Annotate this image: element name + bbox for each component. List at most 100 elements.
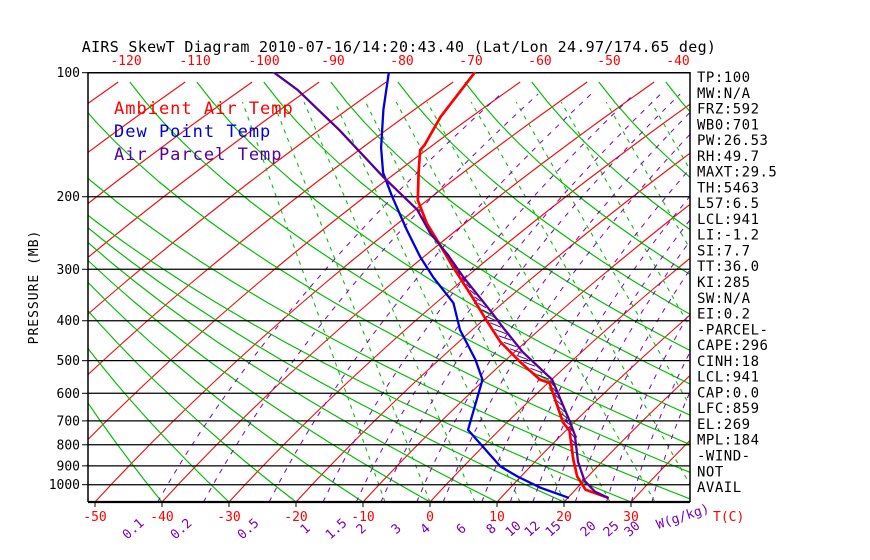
pressure-tick-label: 400 <box>57 314 80 329</box>
top-temp-label: -110 <box>179 54 210 69</box>
mixing-ratio-label: 20 <box>578 519 600 541</box>
top-temp-label: -40 <box>666 54 689 69</box>
dry-adiabat-line <box>464 81 690 276</box>
stat-line: L57:6.5 <box>697 196 760 212</box>
isotherm-line <box>88 81 454 376</box>
pressure-tick-labels: 100 200 300 400 500 600 700 800 900 1000 <box>49 66 80 493</box>
mixing-ratio-label: 3 <box>389 521 405 537</box>
cape-hatching <box>445 251 576 445</box>
hatch-mark <box>449 257 452 263</box>
hatch-mark <box>571 439 576 445</box>
pressure-tick-label: 100 <box>57 66 80 81</box>
stat-line: -PARCEL- <box>697 322 768 338</box>
dry-adiabat-line <box>88 259 431 502</box>
pressure-tick-label: 800 <box>57 438 80 453</box>
isotherm-line <box>362 203 690 502</box>
hatch-mark <box>485 315 497 322</box>
bottom-temp-labels: -50 -40 -30 -20 -10 0 10 20 30 <box>83 510 639 525</box>
top-temp-label: -60 <box>528 54 551 69</box>
hatch-mark <box>523 361 536 367</box>
legend-dew-label: Dew Point Temp <box>114 122 271 142</box>
isotherm-line <box>161 81 655 502</box>
top-temp-label: -50 <box>597 54 620 69</box>
stat-line: SI:7.7 <box>697 243 751 259</box>
mixing-ratio-label: 6 <box>454 521 470 537</box>
ambient-temp-curve <box>416 72 609 499</box>
stat-line: CAPE:296 <box>697 338 768 354</box>
hatch-mark <box>453 264 457 269</box>
dry-adiabat-line <box>88 309 297 502</box>
hatch-mark <box>474 296 481 302</box>
stat-line: PW:26.53 <box>697 133 768 149</box>
mixing-ratio-line <box>416 111 690 502</box>
isotherm-line <box>88 81 253 205</box>
stat-line: MW:N/A <box>697 86 751 102</box>
background-isolines <box>88 81 690 502</box>
temp-axis-label: T(C) <box>713 510 744 525</box>
hatch-mark <box>561 413 568 419</box>
dry-adiabat-line <box>598 81 690 179</box>
chart-title: AIRS SkewT Diagram 2010-07-16/14:20:43.4… <box>82 38 717 56</box>
isotherm-line <box>94 81 588 502</box>
mixing-ratio-line <box>322 93 635 502</box>
top-temp-labels: -120 -110 -100 -90 -80 -70 -60 -50 -40 <box>110 54 689 69</box>
moist-adiabat-line <box>272 101 431 502</box>
stat-line: LI:-1.2 <box>697 228 760 244</box>
mixing-ratio-label: 1 <box>298 521 314 537</box>
stat-line: KI:285 <box>697 275 751 291</box>
mixing-ratio-line <box>442 133 690 502</box>
hatch-mark <box>516 354 529 361</box>
hatch-mark <box>469 289 476 296</box>
pressure-tick-label: 300 <box>57 263 80 278</box>
hatch-mark <box>445 251 447 256</box>
stat-line: RH:49.7 <box>697 149 760 165</box>
hatch-mark <box>568 426 573 432</box>
stat-line: LCL:941 <box>697 370 760 386</box>
stat-line: FRZ:592 <box>697 102 760 118</box>
bottom-temp-label: -40 <box>150 510 173 525</box>
stat-line: TH:5463 <box>697 180 760 196</box>
dry-adiabat-line <box>397 81 690 315</box>
dry-adiabat-line <box>88 241 498 502</box>
mixing-ratio-line <box>481 167 690 502</box>
axis-ticks <box>82 72 632 507</box>
moist-adiabat-line <box>242 101 386 502</box>
moist-adiabat-line <box>365 101 566 502</box>
parcel-temp-curve <box>273 72 609 499</box>
pressure-tick-label: 700 <box>57 414 80 429</box>
stat-line: EI:0.2 <box>697 307 751 323</box>
hatch-mark <box>537 374 550 380</box>
bottom-temp-label: -30 <box>217 510 240 525</box>
isotherm-line <box>88 81 521 441</box>
mixing-ratio-line <box>157 93 502 502</box>
dew-point-curve <box>379 72 570 499</box>
hatch-mark <box>494 328 507 335</box>
hatch-mark <box>498 335 512 341</box>
top-temp-label: -80 <box>390 54 413 69</box>
hatch-mark <box>478 302 487 309</box>
hatch-mark <box>457 270 461 276</box>
stat-line: -WIND- <box>697 448 751 464</box>
moist-adiabat-line <box>395 101 611 502</box>
stat-line: MAXT:29.5 <box>697 165 777 181</box>
bottom-temp-label: 0 <box>426 510 434 525</box>
stat-line: SW:N/A <box>697 291 751 307</box>
sounding-curves <box>273 72 609 499</box>
moist-adiabat-line <box>334 101 521 502</box>
mixing-ratio-label: 1.5 <box>323 516 350 543</box>
bottom-temp-label: 20 <box>556 510 572 525</box>
mixing-ratio-label: 0.1 <box>120 516 147 543</box>
mixing-ratio-axis-label: W(g/kg) <box>655 502 712 533</box>
dry-adiabat-line <box>88 111 690 473</box>
legend-parcel-label: Air Parcel Temp <box>114 145 283 165</box>
pressure-tick-label: 500 <box>57 354 80 369</box>
isotherm-line <box>496 314 690 502</box>
dry-adiabat-line <box>129 81 690 446</box>
stat-line: WB0:701 <box>697 117 760 133</box>
stat-line: EL:269 <box>697 417 751 433</box>
pressure-tick-label: 900 <box>57 459 80 474</box>
top-temp-label: -120 <box>110 54 141 69</box>
moist-adiabat-line <box>303 101 476 502</box>
